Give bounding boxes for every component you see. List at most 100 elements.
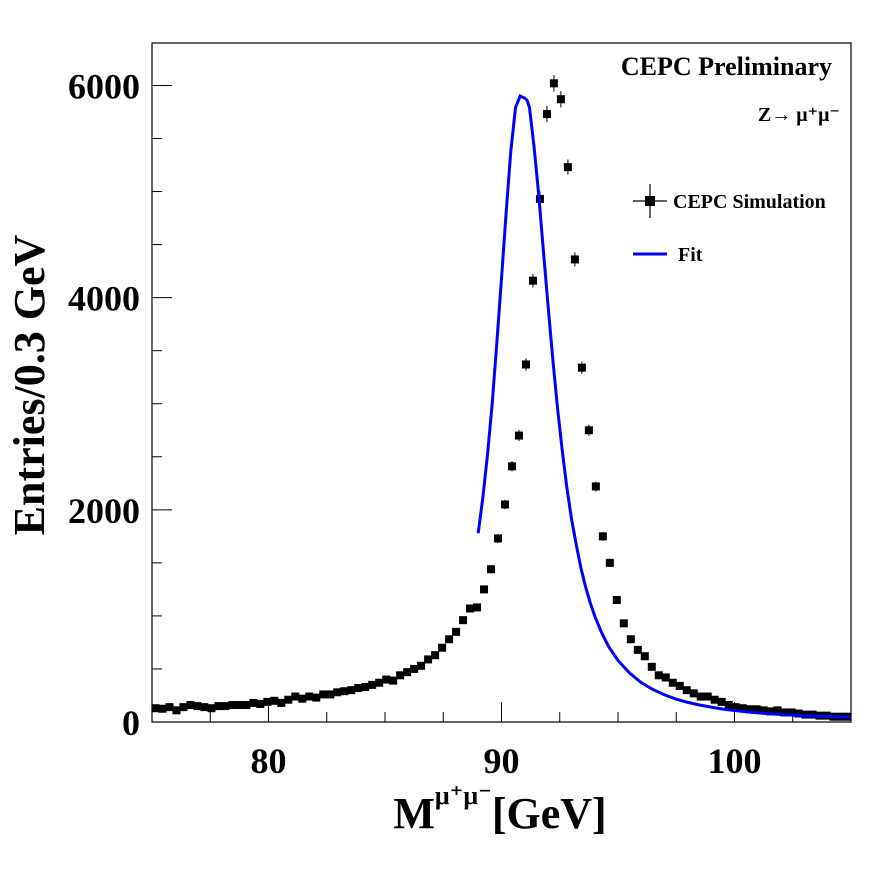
legend-marker-simulation [633, 184, 667, 218]
data-point [256, 699, 265, 708]
data-point [459, 616, 468, 625]
data-point [214, 702, 223, 711]
y-tick-label: 0 [122, 703, 140, 743]
data-point [354, 684, 363, 693]
data-point [654, 671, 663, 680]
data-point [249, 698, 258, 707]
data-point [326, 690, 335, 699]
legend-label-fit: Fit [678, 244, 703, 266]
data-point [584, 426, 593, 435]
data-point [221, 702, 230, 711]
data-point [661, 673, 670, 682]
x-axis-label-superscript: μ⁺μ⁻ [435, 781, 492, 810]
data-point [480, 585, 489, 594]
data-point [368, 680, 377, 689]
data-point [668, 678, 677, 687]
x-tick-label: 80 [251, 741, 287, 781]
data-point [347, 686, 356, 695]
data-point [340, 687, 349, 696]
data-point [724, 701, 733, 710]
data-point [717, 697, 726, 706]
data-point [431, 651, 440, 660]
data-point [165, 703, 174, 712]
data-point [689, 689, 698, 698]
data-point [284, 695, 293, 704]
data-point [759, 706, 768, 715]
data-point [361, 682, 370, 691]
x-tick-label: 100 [708, 741, 762, 781]
data-point [731, 703, 740, 712]
data-point [500, 500, 509, 509]
data-point [542, 110, 551, 119]
data-point [242, 701, 251, 710]
data-point [626, 635, 635, 644]
data-point [389, 676, 398, 685]
data-point [193, 702, 202, 711]
y-tick-label: 2000 [68, 491, 140, 531]
data-point [514, 431, 523, 440]
data-point [445, 635, 454, 644]
data-point [473, 603, 482, 612]
data-point [424, 655, 433, 664]
data-point [745, 705, 754, 714]
data-point [228, 701, 237, 710]
y-tick-labels: 0 2000 4000 6000 [68, 66, 140, 743]
data-point [410, 664, 419, 673]
data-point [549, 79, 558, 88]
data-point [270, 696, 279, 705]
data-point [277, 698, 286, 707]
x-axis-label-unit: [GeV] [492, 789, 607, 838]
data-point [612, 595, 621, 604]
data-point [172, 706, 181, 715]
x-axis-label-base: M [393, 789, 435, 838]
data-point [179, 703, 188, 712]
data-point [235, 701, 244, 710]
process-label: Z→ μ⁺μ⁻ [758, 104, 840, 126]
data-point [312, 693, 321, 702]
data-point [382, 675, 391, 684]
y-tick-label: 4000 [68, 279, 140, 319]
data-point [200, 703, 209, 712]
data-point [556, 95, 565, 104]
data-point [375, 678, 384, 687]
data-point [710, 695, 719, 704]
data-point [766, 707, 775, 716]
data-point [452, 627, 461, 636]
data-point [563, 163, 572, 172]
data-point [438, 643, 447, 652]
preliminary-label: CEPC Preliminary [621, 52, 832, 81]
data-point [263, 697, 272, 706]
data-point [158, 704, 167, 713]
x-tick-labels: 80 90 100 [251, 741, 762, 781]
data-point [333, 688, 342, 697]
major-ticks [152, 84, 735, 723]
data-point [298, 694, 307, 703]
data-point [507, 462, 516, 471]
data-point [528, 276, 537, 285]
data-point [403, 668, 412, 677]
x-tick-label: 90 [484, 741, 520, 781]
data-points [151, 75, 852, 721]
data-point [703, 692, 712, 701]
data-point [738, 704, 747, 713]
data-point [319, 690, 328, 699]
data-point [305, 692, 314, 701]
data-point [619, 619, 628, 628]
fit-curve [476, 93, 852, 719]
data-point [591, 482, 600, 491]
legend-label-simulation: CEPC Simulation [673, 191, 826, 213]
data-point [396, 671, 405, 680]
data-point [521, 360, 530, 369]
legend: CEPC Simulation Fit [633, 184, 826, 266]
data-point [605, 558, 614, 567]
data-point [291, 692, 300, 701]
data-point [787, 708, 796, 717]
x-axis-label: Mμ⁺μ⁻[GeV] [393, 781, 606, 838]
data-point [598, 532, 607, 541]
minor-ticks [151, 137, 852, 722]
data-point [640, 652, 649, 661]
data-point [696, 692, 705, 701]
data-point [417, 661, 426, 670]
data-point [773, 706, 782, 715]
